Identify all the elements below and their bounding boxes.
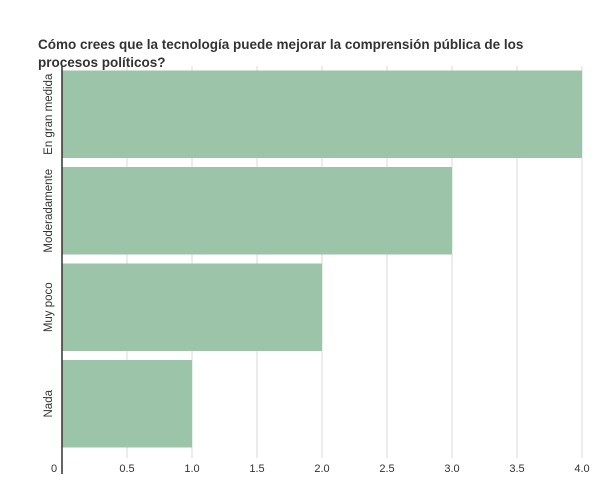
category-label: Nada: [43, 389, 55, 417]
x-tick-label: 1.5: [249, 463, 264, 475]
x-tick-label: 3.0: [444, 463, 459, 475]
x-tick-labels: 0 0.5 1.0 1.5 2.0 2.5 3.0 3.5 4.0: [51, 463, 590, 475]
x-tick-label: 3.5: [509, 463, 524, 475]
category-labels: En gran medida Moderadamente Muy poco Nada: [43, 73, 55, 417]
x-tick-label: 0.5: [119, 463, 134, 475]
category-label: Muy poco: [43, 282, 55, 332]
bars: [62, 70, 582, 448]
category-label: En gran medida: [43, 73, 55, 155]
category-label: Moderadamente: [43, 169, 55, 253]
bar: [62, 263, 322, 351]
x-tick-label: 1.0: [184, 463, 199, 475]
x-tick-label: 0: [51, 463, 57, 475]
x-tick-label: 4.0: [574, 463, 589, 475]
bar: [62, 167, 452, 255]
chart-title: Cómo crees que la tecnología puede mejor…: [38, 37, 524, 70]
bar: [62, 360, 192, 448]
bar: [62, 70, 582, 158]
x-tick-label: 2.0: [314, 463, 329, 475]
x-tick-label: 2.5: [379, 463, 394, 475]
